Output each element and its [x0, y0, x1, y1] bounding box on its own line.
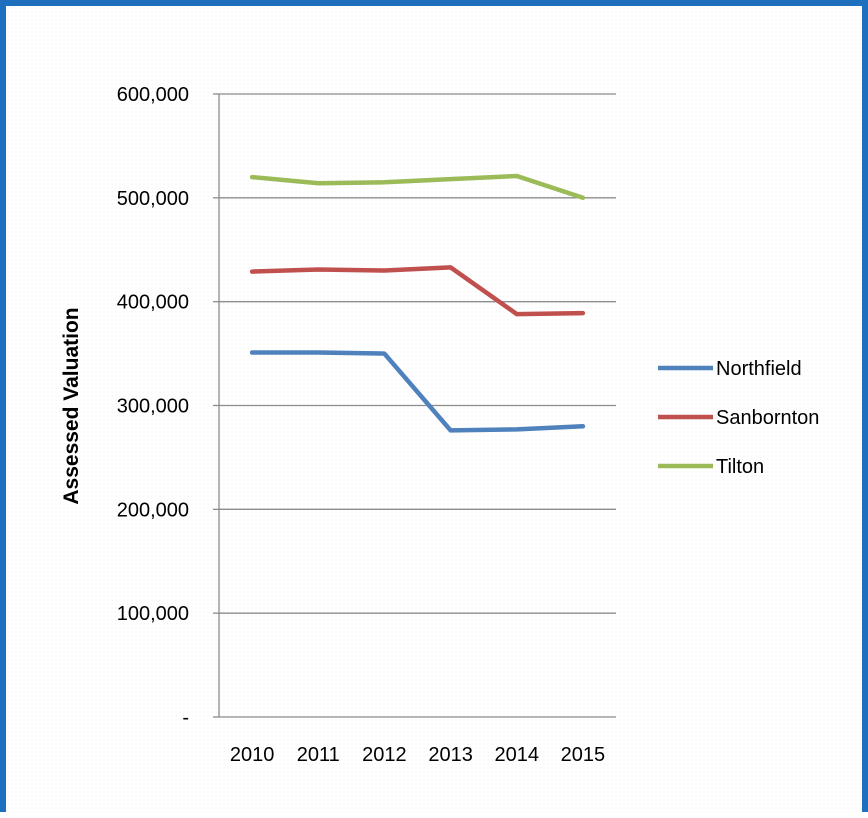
- x-tick-label: 2012: [362, 744, 407, 766]
- x-tick-label: 2015: [561, 744, 606, 766]
- axes: [213, 93, 220, 718]
- y-tick-label: -: [182, 707, 189, 729]
- x-tick-label: 2010: [230, 744, 275, 766]
- y-tick-label: 600,000: [117, 84, 189, 106]
- y-tick-label: 400,000: [117, 292, 189, 314]
- series-lines: [249, 173, 586, 433]
- x-tick-labels: 2010 2011 2012 2013 2014 2015: [230, 744, 605, 766]
- y-axis-label: Assessed Valuation: [60, 307, 83, 504]
- y-tick-labels: - 100,000 200,000 300,000 400,000 500,000 600,…: [117, 84, 189, 729]
- y-tick-label: 100,000: [117, 603, 189, 625]
- series-line-northfield: [249, 350, 586, 433]
- x-tick-label: 2013: [428, 744, 473, 766]
- y-tick-label: 500,000: [117, 188, 189, 210]
- series-line-sanbornton: [249, 265, 586, 317]
- y-tick-label: 200,000: [117, 499, 189, 521]
- legend-label-northfield: Northfield: [716, 358, 802, 380]
- y-tick-label: 300,000: [117, 396, 189, 418]
- line-chart: - 100,000 200,000 300,000 400,000 500,000 600,…: [60, 84, 819, 766]
- gridlines: [219, 93, 616, 718]
- legend-label-sanbornton: Sanbornton: [716, 407, 819, 429]
- legend-label-tilton: Tilton: [716, 456, 764, 478]
- x-tick-label: 2014: [495, 744, 540, 766]
- series-line-tilton: [249, 173, 586, 201]
- legend: Northfield Sanbornton Tilton: [658, 358, 819, 478]
- x-tick-label: 2011: [297, 744, 340, 766]
